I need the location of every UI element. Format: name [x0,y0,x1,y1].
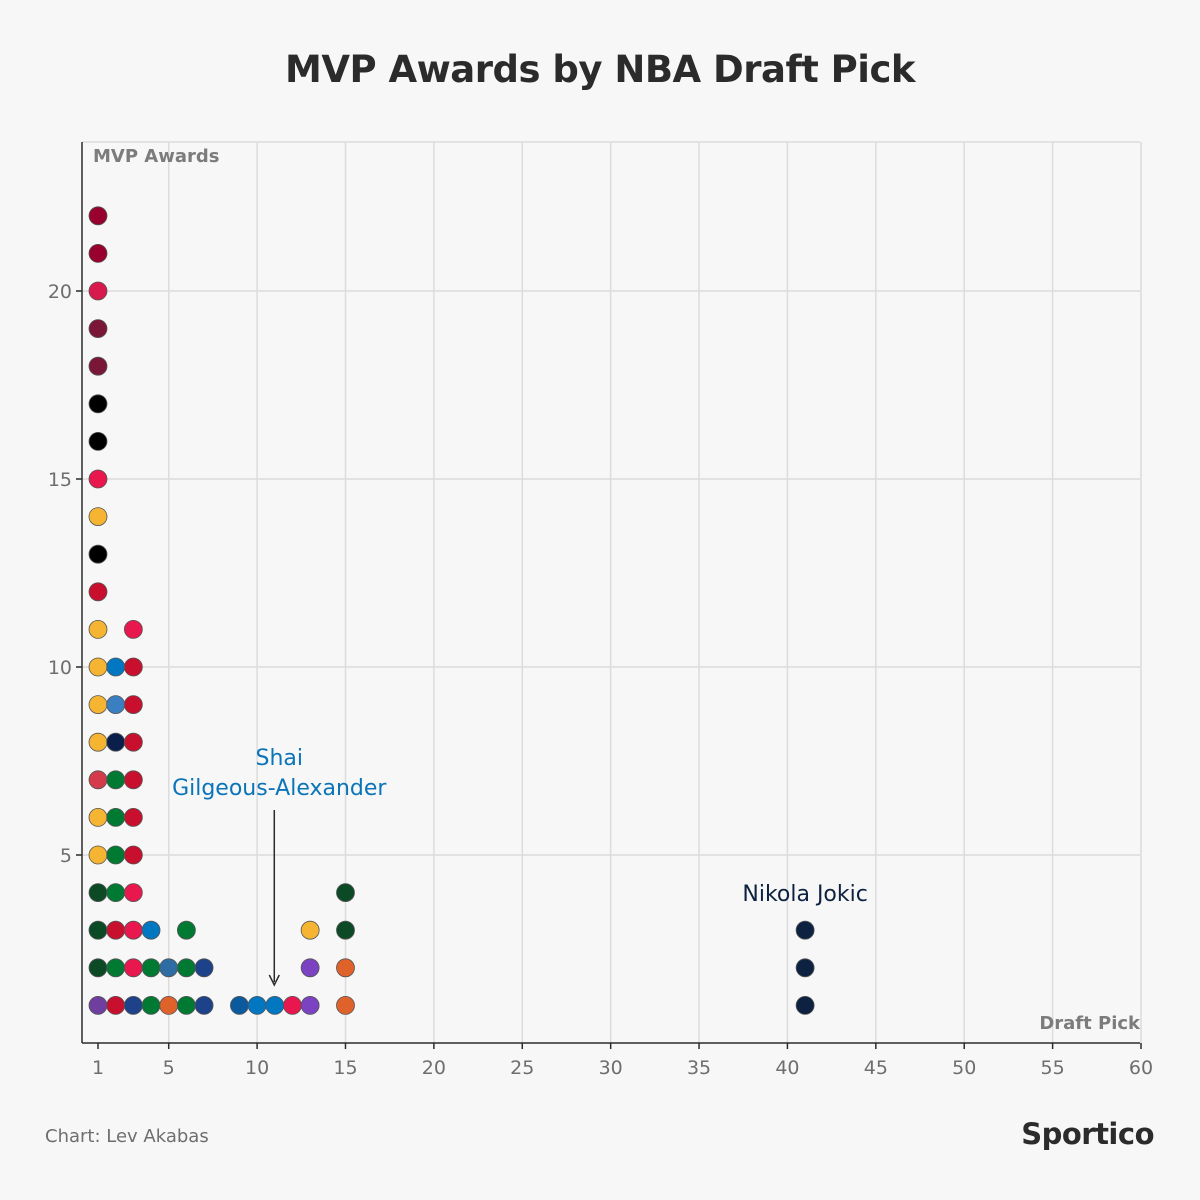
data-point [106,695,126,714]
data-point [265,996,285,1015]
data-point [88,544,108,564]
x-tick-label: 1 [92,1057,104,1079]
data-point [88,507,108,526]
data-point [88,958,108,978]
data-point [123,958,143,978]
data-point [194,958,214,978]
x-tick-label: 55 [1041,1057,1065,1079]
data-point [795,996,815,1015]
data-point [336,920,355,940]
annotation-label: Gilgeous-Alexander [172,776,387,801]
data-point [88,582,108,602]
x-tick-label: 5 [163,1057,175,1079]
x-tick-label: 40 [775,1057,799,1079]
x-axis-title: Draft Pick [1039,1013,1141,1034]
y-tick-label: 15 [48,469,72,491]
data-point [300,958,320,978]
data-point [176,958,196,978]
data-point [106,770,126,790]
data-point [88,845,108,865]
x-tick-label: 20 [422,1057,446,1079]
data-point [88,732,108,752]
data-point [123,657,143,677]
x-tick-label: 25 [510,1057,534,1079]
data-point [795,958,815,978]
brand-logo: Sportico [1021,1117,1154,1151]
data-point [88,469,108,489]
data-point [159,958,179,978]
data-point [88,808,108,827]
annotation-label: Nikola Jokic [742,882,867,907]
annotation-arrow-head [268,974,280,987]
data-point [123,732,143,752]
data-point [336,958,355,978]
data-point [106,845,126,865]
y-axis-title: MVP Awards [93,146,219,167]
data-point [106,732,126,752]
data-point [106,958,126,978]
data-point [106,920,126,940]
data-point [88,770,108,790]
data-point [176,996,196,1015]
x-tick-label: 45 [864,1057,888,1079]
data-point [194,996,214,1015]
x-tick-label: 10 [245,1057,269,1079]
data-point [88,920,108,940]
data-point [88,356,108,376]
x-tick-label: 50 [952,1057,976,1079]
data-point [88,319,108,339]
data-point [88,996,108,1015]
x-tick-label: 30 [599,1057,623,1079]
grid-lines [82,141,1142,1043]
data-point [123,845,143,865]
data-point [300,996,320,1015]
chart-credit: Chart: Lev Akabas [45,1126,209,1147]
y-tick-label: 20 [48,281,72,303]
data-point [123,695,143,714]
x-tick-label: 60 [1129,1057,1153,1079]
data-point [88,695,108,714]
data-point [88,883,108,902]
data-point [88,281,108,301]
data-point [106,996,126,1015]
data-point [123,883,143,902]
data-point [123,770,143,790]
data-point [106,808,126,827]
data-point [141,996,161,1015]
data-point [123,920,143,940]
data-point [300,920,320,940]
data-point [88,206,108,226]
data-point [283,996,302,1015]
data-point [141,958,161,978]
data-point [247,996,267,1015]
data-point [88,431,108,451]
data-point [88,620,108,639]
data-point [159,996,179,1015]
data-point [106,883,126,902]
data-point [123,808,143,827]
data-point [88,394,108,414]
data-point [88,657,108,677]
data-point [176,920,196,940]
data-point [336,996,355,1015]
annotation-label: Shai [256,746,304,771]
y-tick-label: 5 [60,845,72,867]
x-tick-label: 15 [333,1057,357,1079]
y-tick-label: 10 [48,657,72,679]
data-point [123,996,143,1015]
data-point [141,920,161,940]
data-point [123,620,143,639]
x-tick-label: 35 [687,1057,711,1079]
data-point [336,883,355,902]
data-point [230,996,249,1015]
data-point [88,243,108,263]
annotations: Shai Gilgeous-Alexander Nikola Jokic [172,746,868,987]
data-point [795,920,815,940]
chart-title: MVP Awards by NBA Draft Pick [285,48,915,91]
data-points [88,206,815,1015]
data-point [106,657,126,677]
